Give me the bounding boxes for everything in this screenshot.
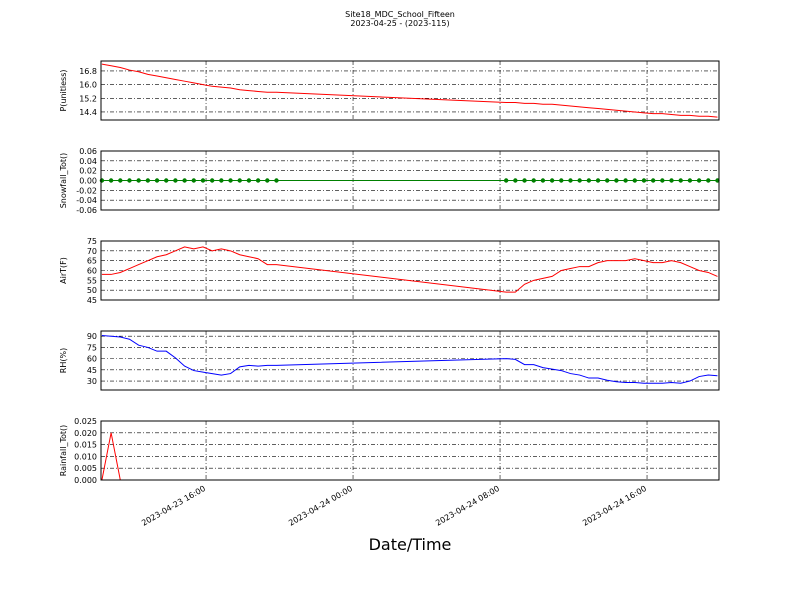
y-tick-label: 0.000: [74, 476, 97, 485]
y-tick-label: 0.04: [79, 157, 97, 166]
data-point: [678, 178, 683, 183]
data-point: [522, 178, 527, 183]
data-point: [127, 178, 132, 183]
chart-title: Site18_MDC_School_Fifteen: [345, 10, 455, 19]
y-tick-label: 30: [87, 377, 97, 386]
y-tick-label: 0.02: [79, 167, 97, 176]
y-tick-label: 45: [87, 366, 97, 375]
data-point: [696, 178, 702, 183]
data-point: [669, 178, 674, 183]
data-point: [173, 178, 178, 183]
y-tick-label: 0.025: [74, 417, 97, 426]
plot-frame: [100, 240, 720, 301]
data-point: [687, 178, 693, 183]
y-tick-label: 0.010: [74, 452, 97, 461]
data-point: [99, 178, 105, 183]
data-point: [586, 178, 592, 183]
y-tick-label: -0.06: [76, 206, 97, 215]
data-point: [577, 178, 582, 183]
y-tick-label: 75: [87, 237, 97, 246]
data-point: [513, 178, 518, 183]
data-point: [568, 178, 573, 183]
y-tick-label: 16.0: [79, 81, 97, 90]
y-axis-title: RH(%): [59, 348, 68, 373]
data-point: [540, 178, 546, 183]
data-point: [219, 178, 224, 183]
y-tick-label: 45: [87, 296, 97, 305]
data-point: [265, 178, 270, 183]
y-tick-label: 14.4: [79, 108, 97, 117]
data-point: [182, 178, 187, 183]
plot-frame: [100, 60, 720, 121]
y-tick-label: 50: [87, 286, 97, 295]
data-point: [274, 178, 279, 183]
y-tick-label: 0.005: [74, 464, 97, 473]
data-point: [503, 178, 509, 183]
y-tick-label: 0.00: [79, 177, 97, 186]
y-tick-label: 0.020: [74, 429, 97, 438]
data-point: [200, 178, 206, 183]
x-axis-title: Date/Time: [369, 535, 452, 554]
y-tick-label: 60: [87, 355, 97, 364]
data-point: [209, 178, 215, 183]
data-point: [660, 178, 665, 183]
data-point: [706, 178, 711, 183]
data-point: [164, 178, 169, 183]
y-tick-label: 0.015: [74, 441, 97, 450]
data-point: [136, 178, 141, 183]
data-point: [154, 178, 160, 183]
data-point: [632, 178, 637, 183]
y-tick-label: 90: [87, 332, 97, 341]
y-axis-title: Rainfall_Tot(): [59, 425, 68, 477]
y-tick-label: 55: [87, 276, 97, 285]
data-line: [101, 334, 718, 384]
y-tick-label: 60: [87, 267, 97, 276]
data-point: [118, 178, 123, 183]
data-point: [237, 178, 242, 183]
y-axis-title: P(unitless): [59, 69, 68, 111]
data-point: [246, 178, 252, 183]
data-point: [108, 178, 114, 183]
data-point: [623, 178, 628, 183]
data-point: [650, 178, 656, 183]
y-tick-label: 0.06: [79, 147, 97, 156]
data-point: [145, 178, 151, 183]
plot-frame: [100, 330, 720, 391]
y-tick-label: 16.8: [79, 67, 97, 76]
y-tick-label: 75: [87, 343, 97, 352]
data-point: [641, 178, 647, 183]
y-axis-title: AirT(F): [59, 257, 68, 284]
data-point: [228, 178, 233, 183]
data-line: [101, 246, 718, 293]
data-point: [559, 178, 564, 183]
y-tick-label: 65: [87, 257, 97, 266]
data-point: [595, 178, 601, 183]
data-point: [255, 178, 261, 183]
y-axis-title: Snowfall_Tot(): [59, 153, 68, 209]
data-point: [605, 178, 610, 183]
data-point: [614, 178, 619, 183]
data-line: [101, 63, 718, 118]
y-tick-label: -0.04: [76, 196, 97, 205]
plot-frame: [100, 150, 720, 211]
chart-subtitle: 2023-04-25 - (2023-115): [350, 19, 449, 28]
y-tick-label: 15.2: [79, 94, 97, 103]
y-tick-label: 70: [87, 247, 97, 256]
y-tick-label: -0.02: [76, 186, 97, 195]
data-point: [549, 178, 555, 183]
data-point: [191, 178, 196, 183]
plot-frame: [100, 420, 720, 481]
data-point: [531, 178, 536, 183]
